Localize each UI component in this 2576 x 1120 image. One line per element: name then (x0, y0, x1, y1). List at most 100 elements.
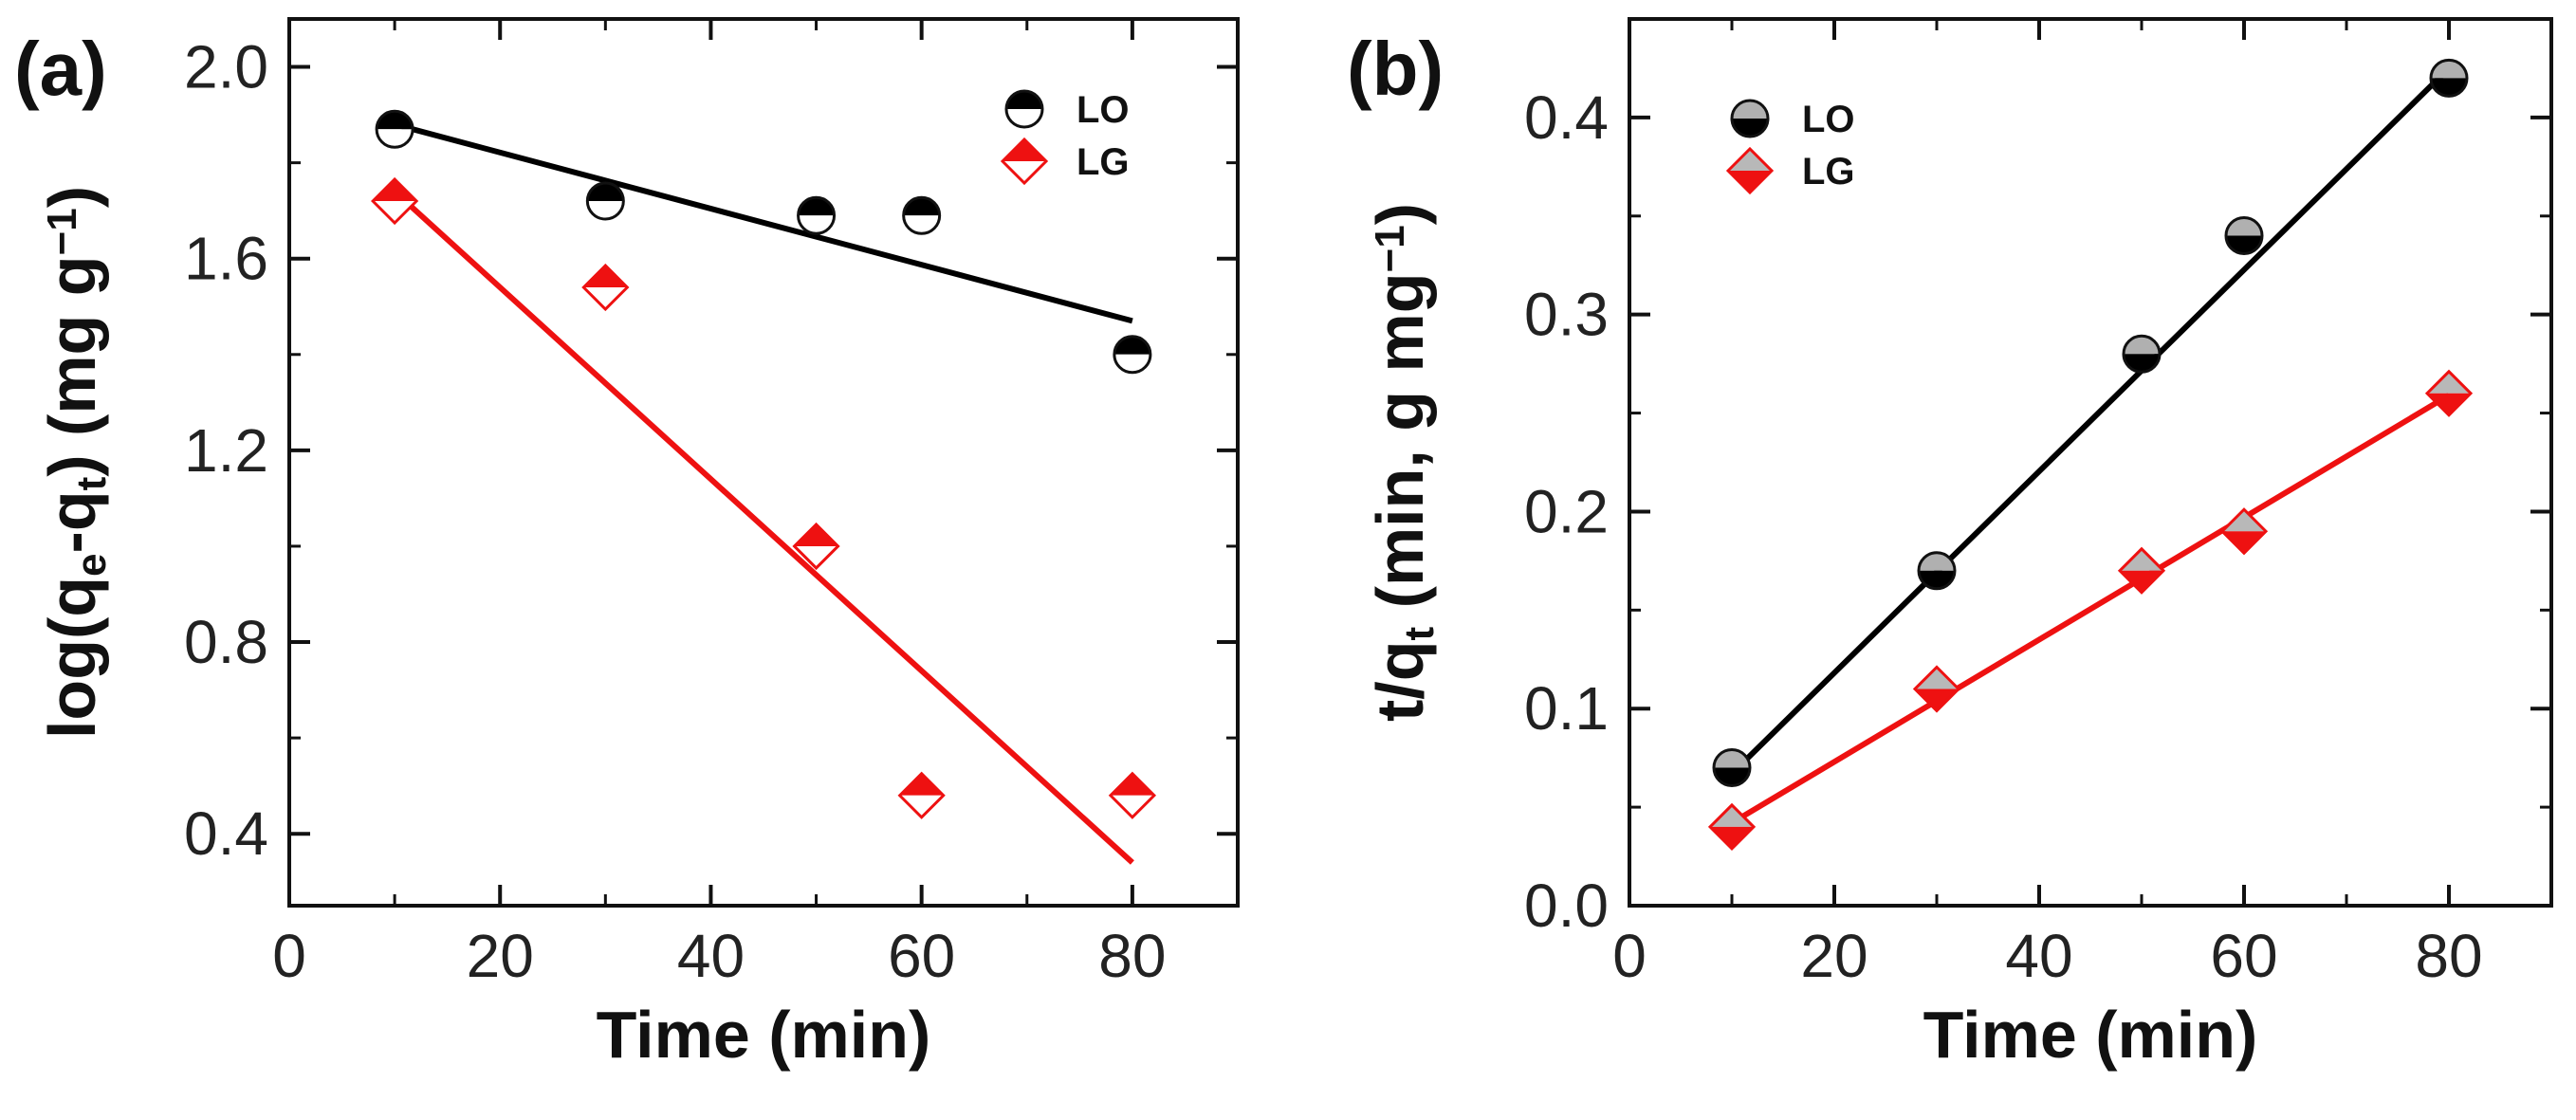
marker-outline (1113, 335, 1152, 375)
fit-line-lg (393, 189, 1134, 865)
x-tick-label: 40 (2005, 922, 2072, 990)
marker-top-half (2124, 336, 2160, 355)
fit-line-lo (1729, 65, 2452, 776)
marker-top-half (1714, 749, 1750, 768)
marker-outline (797, 195, 837, 235)
data-point-lo (2429, 58, 2469, 98)
marker-top-half (1113, 336, 1150, 355)
marker-bottom-half (899, 795, 944, 817)
data-point-lo (375, 109, 414, 149)
marker-outline (2219, 507, 2269, 556)
y-axis-title: t/qt (min, g mg−1) (1363, 203, 1443, 722)
marker-outline (2224, 216, 2264, 256)
marker-top-half (2226, 217, 2262, 236)
marker-bottom-half (2431, 78, 2467, 97)
y-tick-label: 1.6 (184, 225, 268, 293)
x-tick-label: 60 (2210, 922, 2277, 990)
y-title-end: ) (35, 186, 109, 208)
legend-marker-lo (1004, 89, 1044, 129)
marker-bottom-half (1710, 826, 1754, 849)
marker-outline (370, 176, 419, 226)
x-axis-title: Time (min) (1923, 998, 2258, 1072)
marker-outline (1004, 89, 1044, 129)
y-title-sub: t (68, 476, 115, 490)
x-tick-label: 60 (888, 922, 955, 990)
marker-bottom-half (1915, 689, 1959, 711)
marker-bottom-half (1732, 119, 1768, 137)
marker-top-half (1003, 139, 1046, 161)
x-tick-label: 20 (467, 922, 534, 990)
marker-top-half (2120, 548, 2163, 571)
y-title-unit: (min, g mg (1363, 272, 1437, 626)
y-title-sub: t (1396, 626, 1443, 640)
x-tick-label: 80 (2415, 922, 2482, 990)
marker-outline (375, 109, 414, 149)
data-point-lo (902, 195, 942, 235)
fit-line-lo (394, 121, 1133, 324)
x-tick-label: 0 (1612, 922, 1647, 990)
y-tick-label: 0.0 (1524, 872, 1609, 940)
marker-top-half (2222, 509, 2266, 532)
marker-top-half (1110, 773, 1154, 796)
y-title-unit: ) (mg g (35, 255, 109, 476)
marker-outline (1917, 551, 1957, 591)
legend-marker-lg (1000, 137, 1049, 186)
data-point-lg (1108, 771, 1157, 819)
data-point-lg (2117, 546, 2166, 595)
marker-outline (1912, 665, 1961, 713)
data-point-lg (897, 771, 946, 819)
data-point-lo (2122, 334, 2162, 374)
data-point-lg (792, 522, 840, 571)
x-tick-label: 80 (1098, 922, 1166, 990)
panel-label: (a) (14, 27, 107, 111)
panel-label: (b) (1347, 27, 1444, 111)
x-tick-label: 20 (1800, 922, 1868, 990)
marker-bottom-half (583, 287, 628, 310)
x-tick-label: 0 (272, 922, 306, 990)
marker-top-half (373, 179, 417, 202)
marker-outline (897, 771, 946, 819)
marker-top-half (583, 266, 628, 288)
marker-top-half (1915, 667, 1959, 689)
marker-top-half (377, 111, 414, 130)
y-title-mid: -q (35, 490, 109, 553)
marker-bottom-half (1919, 570, 1955, 589)
marker-outline (1712, 748, 1752, 788)
data-point-lg (2219, 507, 2269, 556)
y-tick-label: 2.0 (184, 33, 268, 101)
marker-top-half (1919, 552, 1955, 571)
data-point-lo (585, 181, 625, 221)
marker-bottom-half (794, 545, 838, 568)
marker-top-half (903, 197, 940, 216)
data-point-lg (581, 263, 630, 312)
data-point-lg (2424, 369, 2474, 417)
data-point-lo (2224, 216, 2264, 256)
marker-bottom-half (2120, 570, 2163, 593)
marker-outline (585, 181, 625, 221)
marker-top-half (587, 183, 624, 202)
marker-top-half (899, 773, 944, 796)
marker-outline (1000, 137, 1049, 186)
y-title-sup: −1 (39, 208, 85, 255)
marker-bottom-half (1003, 161, 1046, 183)
marker-top-half (794, 523, 838, 546)
data-point-lo (797, 195, 837, 235)
data-point-lg (370, 176, 419, 226)
y-title-sub: e (68, 553, 115, 576)
y-tick-label: 1.2 (184, 416, 268, 485)
plot-frame (1628, 17, 2553, 908)
legend-label-lo: LO (1802, 99, 1855, 140)
marker-outline (1707, 802, 1757, 852)
marker-bottom-half (1006, 109, 1042, 127)
y-tick-label: 0.8 (184, 608, 268, 676)
marker-outline (1108, 771, 1157, 819)
marker-bottom-half (377, 129, 414, 148)
legend-marker-lo (1730, 99, 1770, 138)
marker-bottom-half (2427, 393, 2471, 415)
marker-outline (1725, 146, 1775, 195)
marker-top-half (2431, 60, 2467, 79)
marker-top-half (1006, 91, 1042, 109)
marker-bottom-half (2124, 354, 2160, 373)
marker-bottom-half (2222, 531, 2266, 554)
data-point-lo (1917, 551, 1957, 591)
